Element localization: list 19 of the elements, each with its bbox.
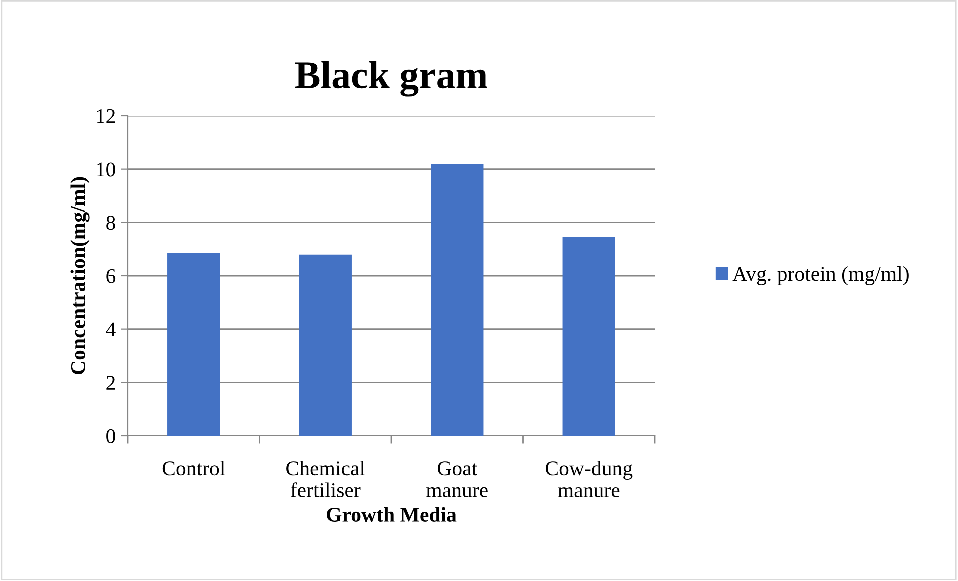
chart-title: Black gram xyxy=(295,61,488,97)
y-tick-label: 2 xyxy=(106,376,116,390)
x-tick-label: Goat manure xyxy=(426,462,488,498)
y-tick-label: 0 xyxy=(106,429,116,444)
bar xyxy=(562,237,616,436)
y-tick-label: 8 xyxy=(106,216,116,230)
x-tick-label: Chemical fertiliser xyxy=(286,461,366,498)
y-tick-label: 10 xyxy=(97,162,116,177)
x-axis-title: Growth Media xyxy=(327,507,457,522)
y-axis-title: Concentration(mg/ml) xyxy=(70,177,90,374)
bar xyxy=(168,253,220,436)
y-tick-label: 12 xyxy=(97,109,116,124)
y-tick-label: 6 xyxy=(106,269,116,284)
bar xyxy=(431,164,484,436)
legend-label: Avg. protein (mg/ml) xyxy=(732,266,909,286)
x-tick-label: Control xyxy=(162,461,226,476)
bar xyxy=(299,254,352,436)
y-tick-label: 4 xyxy=(106,322,116,337)
x-tick-label: Cow-dung manure xyxy=(546,461,633,498)
